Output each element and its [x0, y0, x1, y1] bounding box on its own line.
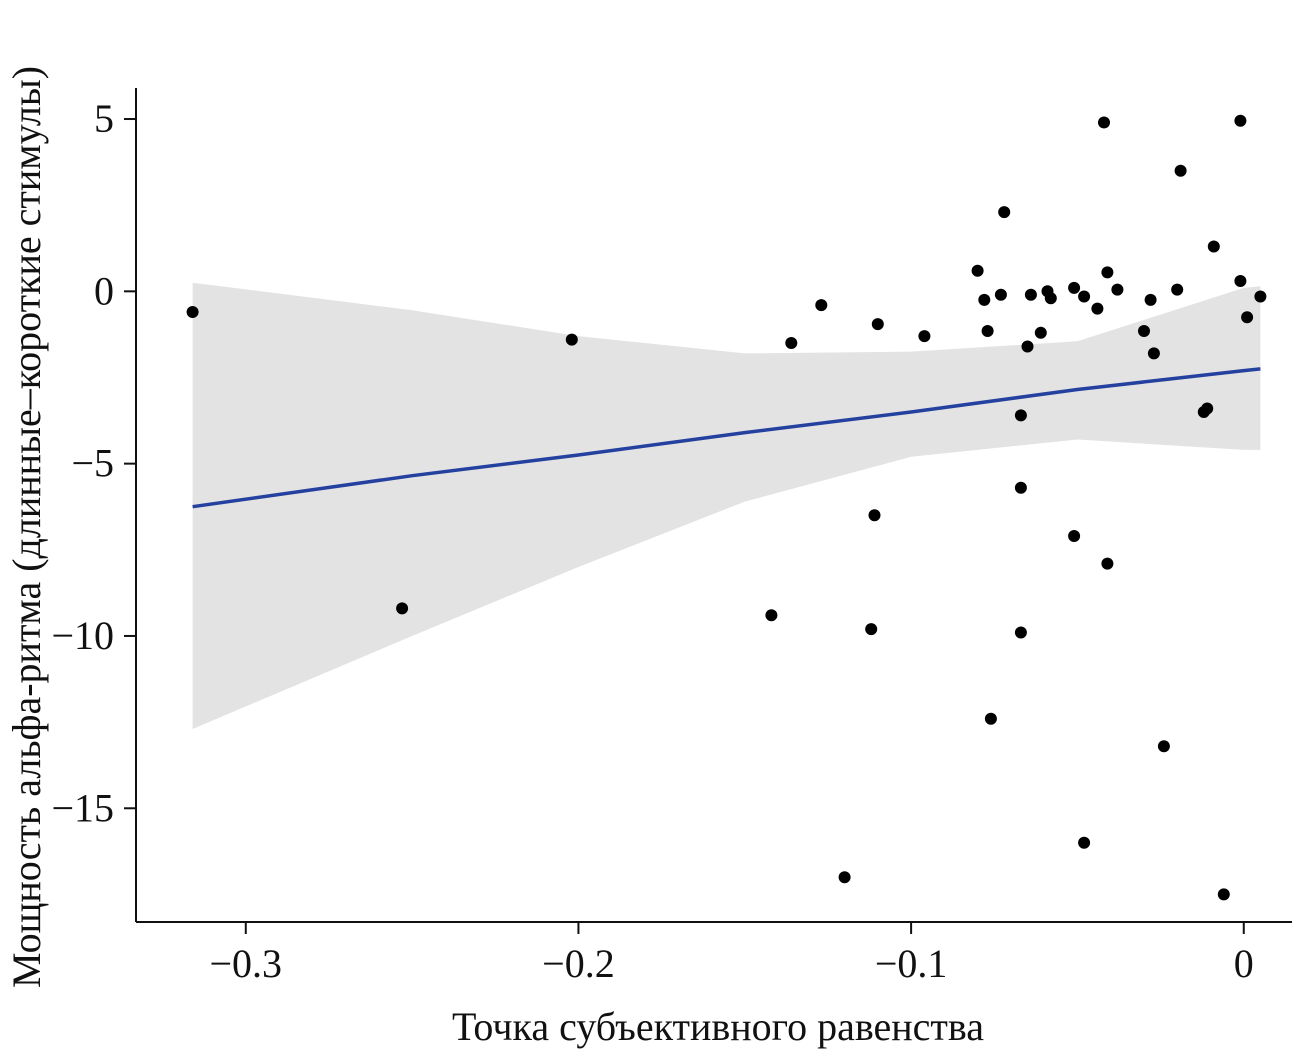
data-point: [186, 306, 199, 318]
data-point: [1144, 293, 1157, 306]
data-point: [1147, 347, 1160, 360]
data-point: [1101, 266, 1114, 279]
x-axis-title: Точка субъективного равенства: [452, 1004, 984, 1049]
data-point: [1078, 290, 1091, 303]
x-tick-label: −0.1: [875, 941, 948, 986]
data-point: [1024, 288, 1037, 301]
data-point: [981, 325, 994, 337]
plot-area: [186, 114, 1267, 901]
data-point: [994, 288, 1007, 301]
data-point: [1174, 164, 1187, 177]
data-point: [998, 206, 1011, 219]
data-point: [1234, 114, 1247, 127]
data-point: [1207, 240, 1220, 253]
data-point: [1021, 340, 1034, 353]
x-tick-label: −0.2: [542, 941, 615, 986]
y-tick-label: 0: [94, 268, 114, 313]
y-tick-label: −5: [71, 441, 114, 486]
y-tick-label: −15: [51, 785, 114, 830]
y-tick-label: 5: [94, 96, 114, 141]
data-point: [1111, 283, 1124, 296]
data-point: [871, 318, 884, 331]
regression-line: [192, 367, 1261, 509]
x-tick-label: 0: [1234, 941, 1254, 986]
data-point: [1034, 326, 1047, 339]
data-point: [1068, 530, 1081, 542]
data-point: [1241, 311, 1254, 324]
data-point: [1254, 290, 1267, 303]
data-point: [984, 712, 997, 725]
data-point: [1044, 292, 1057, 305]
data-point: [865, 623, 878, 636]
data-point: [765, 609, 778, 622]
data-point: [565, 333, 578, 346]
data-point: [1014, 481, 1027, 494]
x-tick-label: −0.3: [209, 941, 282, 986]
data-point: [1101, 557, 1114, 570]
data-point: [1098, 116, 1110, 129]
data-point: [1157, 740, 1170, 753]
data-point: [838, 871, 851, 884]
data-point: [1078, 836, 1091, 849]
data-point: [978, 293, 991, 306]
axes: −0.3 −0.2 −0.1 0 5 0 −5 −10 −15: [51, 88, 1292, 986]
data-point: [1014, 626, 1027, 639]
data-point: [1091, 302, 1104, 315]
data-point: [1014, 409, 1027, 422]
y-axis-title: Мощность альфа-ритма (длинные–короткие с…: [4, 66, 49, 988]
data-point: [1171, 283, 1184, 296]
data-point: [815, 299, 828, 312]
data-point: [918, 330, 931, 343]
data-point: [396, 602, 409, 615]
data-point: [1138, 325, 1150, 337]
data-point: [1068, 281, 1081, 294]
y-tick-label: −10: [51, 613, 114, 658]
data-point: [971, 264, 984, 277]
data-point: [1201, 402, 1214, 415]
data-point: [785, 337, 798, 349]
confidence-band: [192, 282, 1261, 729]
data-point: [868, 509, 881, 522]
data-point: [1217, 888, 1230, 901]
data-point: [1234, 275, 1247, 287]
